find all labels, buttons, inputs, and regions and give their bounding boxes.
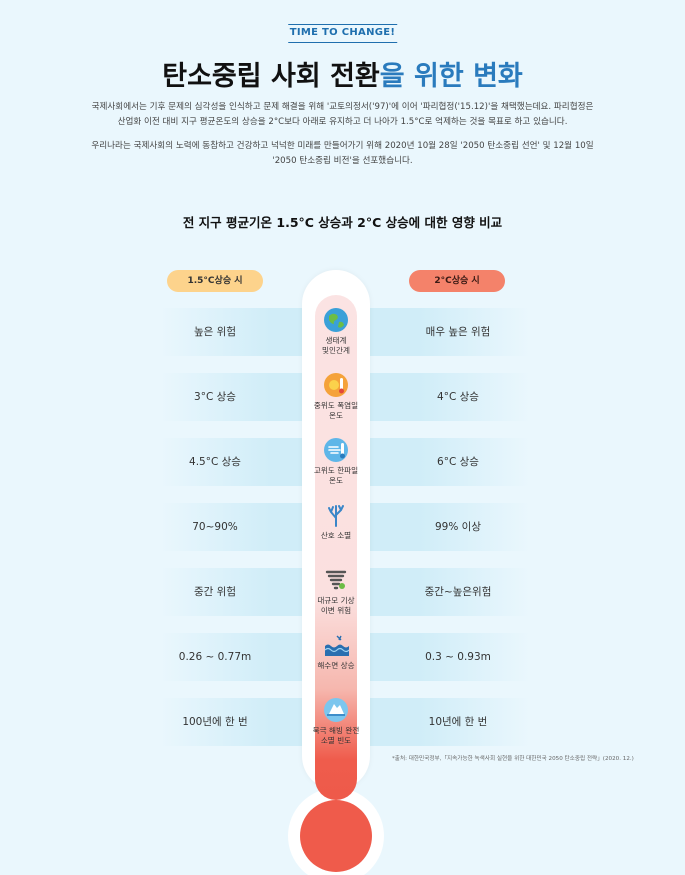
value-1-5c-cold: 4.5°C 상승 xyxy=(189,456,241,468)
category-label: 생태계 및인간계 xyxy=(322,336,350,355)
value-2c-cold: 6°C 상승 xyxy=(437,456,479,468)
value-2c-sea-level: 0.3 ~ 0.93m xyxy=(425,651,491,663)
category-ecosystem: 생태계 및인간계 xyxy=(306,307,366,356)
page-title: 탄소중립 사회 전환을 위한 변화 xyxy=(0,54,685,93)
intro-p2-line1: 우리나라는 국제사회의 노력에 동참하고 건강하고 넉넉한 미래를 만들어가기 … xyxy=(91,141,594,151)
intro-p1-line2: 산업화 이전 대비 지구 평균온도의 상승을 2°C보다 아래로 유지하고 더 … xyxy=(117,117,568,127)
title-main: 탄소중립 사회 전환 xyxy=(162,61,380,92)
category-arctic-ice: 북극 해빙 완전 소멸 빈도 xyxy=(306,697,366,746)
category-label: 고위도 한파일 온도 xyxy=(313,466,359,485)
thermometer-bulb xyxy=(300,800,372,872)
intro-paragraph-2: 우리나라는 국제사회의 노력에 동참하고 건강하고 넉넉한 미래를 만들어가기 … xyxy=(40,139,645,169)
iceberg-icon xyxy=(323,697,349,723)
category-label: 중위도 폭염일 온도 xyxy=(313,401,359,420)
heat-wave-icon xyxy=(323,372,349,398)
value-1-5c-coral: 70~90% xyxy=(192,521,238,533)
title-highlight: 을 위한 변화 xyxy=(379,61,523,92)
globe-icon xyxy=(323,307,349,333)
category-sea-level: 해수면 상승 xyxy=(306,632,366,671)
category-extreme-weather: 대규모 기상 이변 위험 xyxy=(306,567,366,616)
header-2c: 2°C상승 시 xyxy=(409,270,505,292)
category-label: 대규모 기상 이변 위험 xyxy=(317,596,355,615)
value-1-5c-arctic: 100년에 한 번 xyxy=(182,716,248,728)
cold-wave-icon xyxy=(323,437,349,463)
value-2c-ecosystem: 매우 높은 위험 xyxy=(425,326,491,338)
value-2c-heat: 4°C 상승 xyxy=(437,391,479,403)
category-label: 북극 해빙 완전 소멸 빈도 xyxy=(312,726,360,745)
header-1-5c: 1.5°C상승 시 xyxy=(167,270,263,292)
coral-icon xyxy=(323,502,349,528)
intro-text: 국제사회에서는 기후 문제의 심각성을 인식하고 문제 해결을 위해 '교토의정… xyxy=(40,100,645,178)
intro-p2-line2: '2050 탄소중립 비전'을 선포했습니다. xyxy=(272,156,413,166)
source-note: *출처: 대한민국정부,「지속가능한 녹색사회 실현을 위한 대한민국 2050… xyxy=(392,756,634,762)
intro-paragraph-1: 국제사회에서는 기후 문제의 심각성을 인식하고 문제 해결을 위해 '교토의정… xyxy=(40,100,645,130)
category-label: 산호 소멸 xyxy=(320,531,352,540)
value-1-5c-heat: 3°C 상승 xyxy=(194,391,236,403)
value-2c-arctic: 10년에 한 번 xyxy=(428,716,488,728)
category-heat-wave: 중위도 폭염일 온도 xyxy=(306,372,366,421)
value-1-5c-sea-level: 0.26 ~ 0.77m xyxy=(178,651,252,663)
category-cold-wave: 고위도 한파일 온도 xyxy=(306,437,366,486)
value-1-5c-weather: 중간 위험 xyxy=(194,586,236,598)
tornado-icon xyxy=(323,567,349,593)
sea-level-icon xyxy=(323,632,349,658)
value-2c-weather: 중간~높은위험 xyxy=(424,586,492,598)
comparison-subtitle: 전 지구 평균기온 1.5°C 상승과 2°C 상승에 대한 영향 비교 xyxy=(182,215,503,230)
value-2c-coral: 99% 이상 xyxy=(435,521,481,533)
value-1-5c-ecosystem: 높은 위험 xyxy=(194,326,236,338)
intro-p1-line1: 국제사회에서는 기후 문제의 심각성을 인식하고 문제 해결을 위해 '교토의정… xyxy=(91,102,594,112)
category-coral: 산호 소멸 xyxy=(306,502,366,541)
time-to-change-badge: TIME TO CHANGE! xyxy=(287,24,398,43)
category-label: 해수면 상승 xyxy=(317,661,355,670)
